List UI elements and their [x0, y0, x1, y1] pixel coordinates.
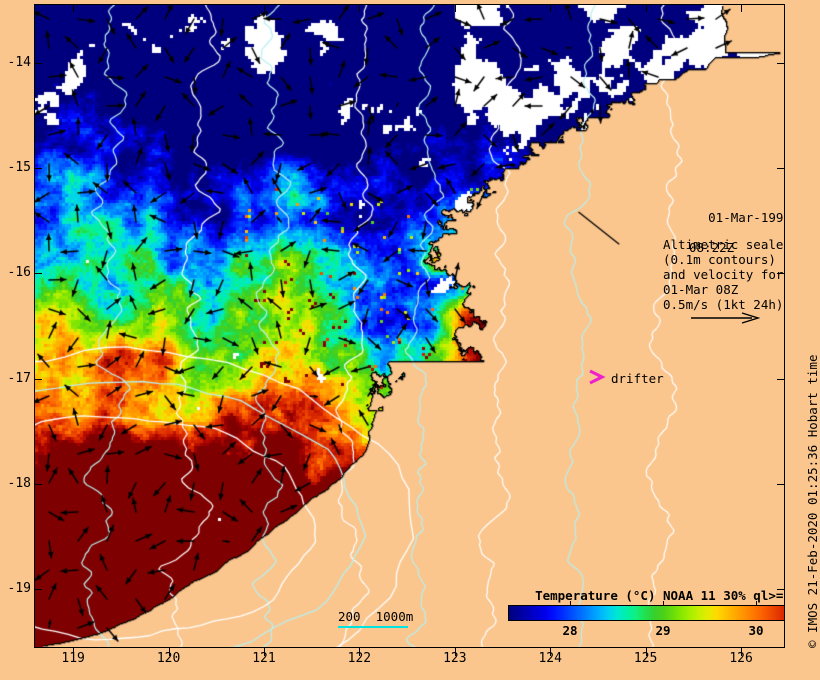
- arrow-right-icon: [691, 312, 761, 324]
- colorbar-tick-label: 28: [562, 623, 578, 638]
- x-axis-tick-top: [263, 4, 265, 12]
- x-axis-label: 125: [633, 651, 658, 666]
- x-axis-label: 119: [61, 651, 85, 666]
- y-axis-label: -17: [7, 370, 31, 386]
- x-axis-label: 120: [156, 651, 181, 666]
- x-axis-tick: [359, 648, 361, 656]
- colorbar-tick: [570, 601, 571, 606]
- drifter-legend[interactable]: drifter: [588, 368, 664, 386]
- drifter-marker-icon: [588, 369, 608, 389]
- y-axis-label: -15: [7, 160, 31, 176]
- y-axis-tick: [34, 483, 42, 485]
- x-axis-label: 121: [252, 651, 276, 666]
- x-axis-label: 126: [729, 651, 753, 666]
- y-axis-label: -18: [7, 475, 31, 491]
- sst-raster-map[interactable]: [35, 5, 784, 647]
- colorbar-tick-label: 30: [748, 623, 764, 638]
- x-axis-tick: [263, 648, 265, 656]
- y-axis-tick: [34, 589, 42, 591]
- y-axis-label: -16: [7, 265, 31, 281]
- colorbar-tick: [756, 601, 757, 606]
- y-axis-tick: [34, 62, 42, 64]
- depth-scale-label: 200 1000m: [338, 609, 414, 624]
- x-axis-tick: [741, 648, 743, 656]
- x-axis-tick-top: [168, 4, 170, 12]
- x-axis-tick: [454, 648, 456, 656]
- x-axis-label: 123: [443, 651, 467, 666]
- x-axis-tick: [73, 648, 75, 656]
- x-axis-tick-top: [550, 4, 552, 12]
- x-axis-tick: [550, 648, 552, 656]
- y-axis-label: -19: [7, 581, 31, 597]
- y-axis-tick-right: [777, 589, 785, 591]
- acquisition-date-line1: 01-Mar-1994: [708, 210, 785, 225]
- altimetry-description: Altimetric sealevel (0.1m contours) and …: [663, 237, 784, 312]
- x-axis-label: 122: [347, 651, 372, 666]
- x-axis-tick-top: [741, 4, 743, 12]
- map-plot-area[interactable]: 01-Mar-1994 08:22Z Altimetric sealevel (…: [34, 4, 785, 648]
- acquisition-time-line2: 08:22Z: [689, 240, 735, 255]
- colorbar[interactable]: [508, 601, 784, 621]
- y-axis-tick-right: [777, 273, 785, 275]
- x-axis-tick-top: [359, 4, 361, 12]
- y-axis-tick: [34, 273, 42, 275]
- y-axis-tick: [34, 168, 42, 170]
- drifter-label: drifter: [611, 371, 664, 386]
- x-axis-tick: [168, 648, 170, 656]
- x-axis-tick: [645, 648, 647, 656]
- y-axis-tick-right: [777, 483, 785, 485]
- x-axis-tick-top: [73, 4, 75, 12]
- y-axis-tick: [34, 378, 42, 380]
- depth-scale-line: [338, 626, 408, 628]
- y-axis-tick-right: [777, 168, 785, 170]
- colorbar-tick-label: 29: [655, 623, 671, 638]
- y-axis-tick-right: [777, 378, 785, 380]
- y-axis-tick-right: [777, 62, 785, 64]
- colorbar-tick: [663, 601, 664, 606]
- x-axis-tick-top: [454, 4, 456, 12]
- x-axis-label: 124: [538, 651, 562, 666]
- copyright-notice: © IMOS 21-Feb-2020 01:25:36 Hobart time: [805, 354, 820, 649]
- y-axis-label: -14: [7, 54, 31, 70]
- colorbar-title: Temperature (°C) NOAA 11 30% ql>=2: [535, 588, 785, 603]
- acquisition-date-label: 01-Mar-1994 08:22Z: [663, 195, 785, 285]
- velocity-reference-arrow: [690, 310, 761, 324]
- x-axis-tick-top: [645, 4, 647, 12]
- depth-scale-bar: 200 1000m: [338, 609, 413, 628]
- colorbar-gradient: [508, 605, 784, 621]
